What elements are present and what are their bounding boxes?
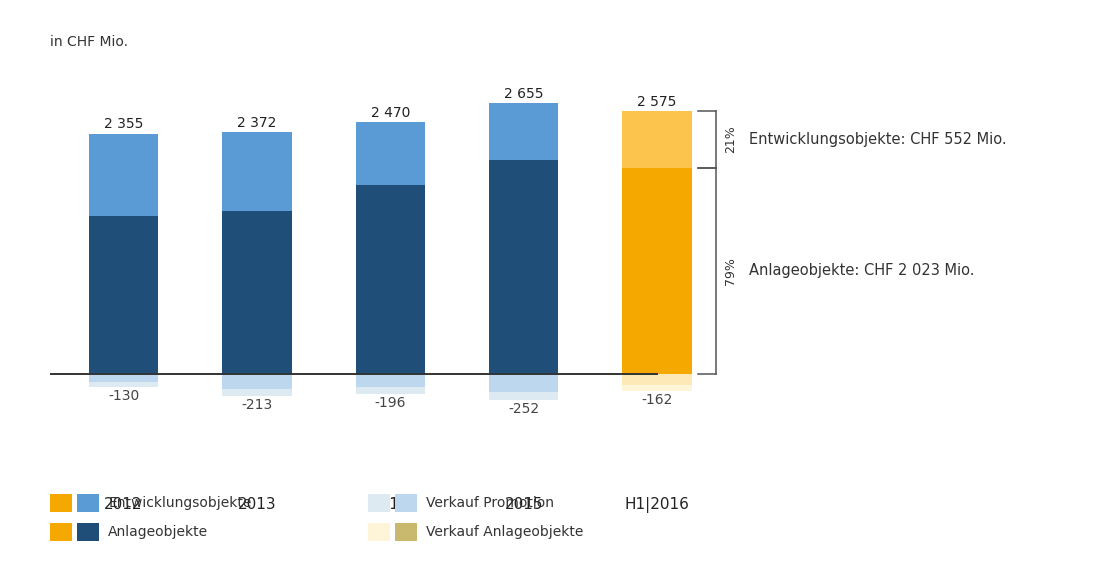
Text: 79%: 79% bbox=[724, 257, 737, 285]
Bar bbox=[489, 160, 559, 374]
Text: Anlageobjekte: CHF 2 023 Mio.: Anlageobjekte: CHF 2 023 Mio. bbox=[749, 263, 975, 278]
Text: -162: -162 bbox=[641, 393, 672, 406]
Bar bbox=[89, 374, 158, 382]
Bar bbox=[89, 134, 158, 216]
Bar bbox=[622, 374, 691, 385]
Text: 2 655: 2 655 bbox=[504, 87, 543, 101]
Text: Verkauf Promotion: Verkauf Promotion bbox=[426, 496, 554, 510]
Bar bbox=[356, 374, 425, 387]
Bar bbox=[489, 374, 559, 393]
Text: -213: -213 bbox=[241, 398, 272, 412]
Text: 21%: 21% bbox=[724, 126, 737, 153]
Bar bbox=[89, 382, 158, 387]
Text: -196: -196 bbox=[375, 396, 406, 410]
Bar bbox=[356, 185, 425, 374]
Bar bbox=[222, 374, 292, 389]
Bar bbox=[489, 103, 559, 160]
Text: Entwicklungsobjekte: Entwicklungsobjekte bbox=[108, 496, 252, 510]
Text: Entwicklungsobjekte: CHF 552 Mio.: Entwicklungsobjekte: CHF 552 Mio. bbox=[749, 132, 1007, 147]
Text: 2 575: 2 575 bbox=[638, 95, 677, 109]
Text: -130: -130 bbox=[108, 389, 139, 404]
Text: -252: -252 bbox=[508, 402, 540, 416]
Bar bbox=[222, 211, 292, 374]
Bar bbox=[356, 122, 425, 185]
Bar bbox=[222, 132, 292, 211]
Bar bbox=[356, 387, 425, 394]
Bar bbox=[622, 168, 691, 374]
Text: Verkauf Anlageobjekte: Verkauf Anlageobjekte bbox=[426, 525, 583, 539]
Bar bbox=[622, 385, 691, 391]
Bar bbox=[89, 216, 158, 374]
Text: Anlageobjekte: Anlageobjekte bbox=[108, 525, 209, 539]
Bar bbox=[622, 111, 691, 168]
Text: 2 355: 2 355 bbox=[104, 118, 143, 131]
Text: 2 372: 2 372 bbox=[237, 116, 277, 130]
Text: 2 470: 2 470 bbox=[370, 105, 410, 120]
Text: in CHF Mio.: in CHF Mio. bbox=[50, 35, 128, 49]
Bar bbox=[222, 389, 292, 396]
Bar bbox=[489, 393, 559, 400]
